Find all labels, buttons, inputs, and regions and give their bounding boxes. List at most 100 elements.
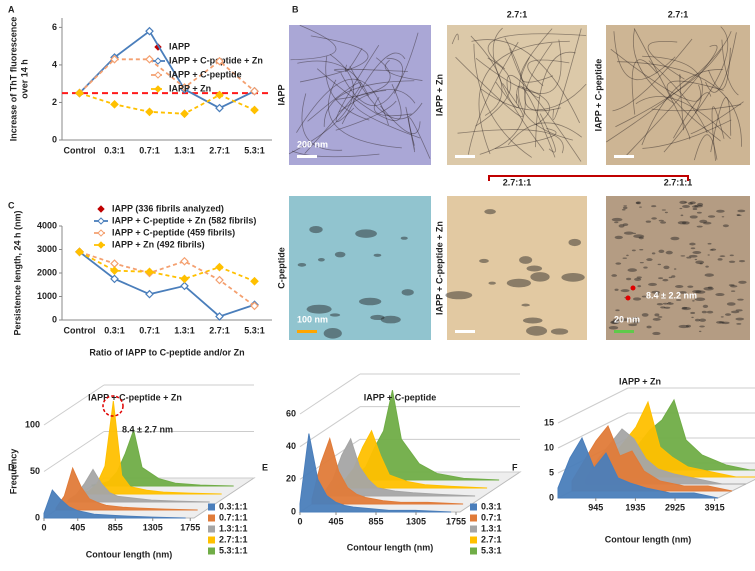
- x-tick-label: 5.3:1: [244, 145, 265, 155]
- legend-swatch: [470, 525, 477, 533]
- fibril: [288, 54, 354, 155]
- particle: [519, 256, 533, 264]
- ratio-label: 2.7:1:1: [664, 177, 693, 187]
- particle: [636, 201, 641, 205]
- scale-bar: [614, 155, 634, 158]
- particle: [681, 221, 690, 225]
- particle: [631, 317, 640, 320]
- fibril: [301, 93, 343, 151]
- y-axis-label: over 14 h: [19, 59, 29, 99]
- particle: [626, 277, 632, 281]
- particle: [484, 209, 496, 215]
- particle: [323, 328, 342, 339]
- x-tick-label: 0.3:1: [104, 145, 125, 155]
- fibril: [693, 134, 718, 161]
- y-tick-label: 6: [52, 22, 57, 32]
- particle: [623, 231, 634, 235]
- particle: [654, 313, 660, 317]
- x-tick-label: 0.3:1: [104, 325, 125, 335]
- particle: [735, 317, 745, 321]
- x-tick-label: 2.7:1: [209, 145, 230, 155]
- fibril: [518, 57, 573, 141]
- particle: [739, 259, 746, 263]
- data-point: [215, 275, 224, 285]
- particle: [695, 260, 705, 265]
- particle: [716, 320, 725, 324]
- particle: [689, 215, 698, 219]
- scale-bar: [455, 330, 475, 333]
- particle: [684, 201, 688, 203]
- legend-label: 0.7:1: [481, 512, 502, 522]
- particle: [530, 272, 550, 282]
- particle: [705, 265, 709, 268]
- legend-label: 5.3:1: [481, 545, 502, 555]
- fibril: [710, 97, 732, 153]
- y-tick-label: 5: [549, 467, 554, 477]
- micrograph-texture: [297, 225, 414, 339]
- fibril: [613, 31, 676, 81]
- particle: [651, 252, 656, 255]
- data-point: [110, 99, 119, 109]
- particle: [628, 323, 638, 327]
- legend-label: IAPP + C-peptide + Zn (582 fibrils): [112, 215, 256, 225]
- particle: [699, 262, 703, 265]
- x-tick-label: 1305: [406, 516, 426, 526]
- data-point: [145, 54, 154, 64]
- fibril: [711, 106, 725, 161]
- fibril: [635, 96, 731, 140]
- particle: [657, 263, 662, 266]
- particle: [699, 219, 708, 224]
- fibril: [373, 97, 412, 117]
- x-axis-label: Contour length (nm): [347, 542, 433, 552]
- scale-bar: [297, 155, 317, 158]
- particle: [730, 285, 738, 288]
- fibril: [471, 39, 580, 124]
- data-point: [110, 54, 119, 64]
- particle: [720, 316, 724, 318]
- legend-marker: [154, 71, 162, 79]
- panel-letter: A: [8, 4, 15, 14]
- particle: [681, 307, 691, 311]
- legend-label: IAPP: [169, 41, 190, 51]
- y-tick-label: 0: [52, 134, 57, 144]
- chart-title: IAPP + Zn: [619, 376, 661, 386]
- micrograph: [289, 25, 431, 165]
- x-tick-label: 2925: [665, 502, 685, 512]
- particle: [666, 302, 674, 305]
- particle: [651, 205, 657, 208]
- marker-dot: [630, 285, 636, 291]
- particle: [614, 288, 619, 291]
- particle: [736, 214, 742, 217]
- fibril: [615, 48, 722, 128]
- data-point: [75, 88, 84, 98]
- particle: [662, 278, 669, 282]
- marker-dot: [625, 295, 631, 301]
- x-tick-label: Control: [64, 325, 96, 335]
- fibril: [296, 78, 389, 133]
- particle: [618, 224, 625, 228]
- x-tick-label: 405: [70, 522, 85, 532]
- panel-letter: D: [8, 462, 15, 472]
- particle: [479, 258, 489, 263]
- fibril: [380, 105, 421, 134]
- micrograph-label: IAPP: [276, 84, 286, 105]
- legend-swatch: [208, 547, 215, 555]
- data-point: [180, 281, 189, 291]
- data-point: [145, 267, 154, 277]
- legend-swatch: [208, 514, 215, 522]
- particle: [719, 321, 723, 323]
- particle: [692, 289, 702, 294]
- micrograph: [606, 196, 750, 340]
- particle: [621, 208, 626, 211]
- particle: [646, 325, 652, 329]
- particle: [645, 220, 652, 223]
- particle: [622, 257, 628, 259]
- particle: [728, 284, 735, 287]
- fibril: [633, 29, 674, 104]
- particle: [297, 262, 307, 267]
- particle: [633, 232, 636, 235]
- legend-label: IAPP + C-peptide + Zn: [169, 55, 263, 65]
- x-tick-label: 5.3:1: [244, 325, 265, 335]
- particle: [658, 249, 665, 254]
- ratio-label: 2.7:1:1: [503, 177, 532, 187]
